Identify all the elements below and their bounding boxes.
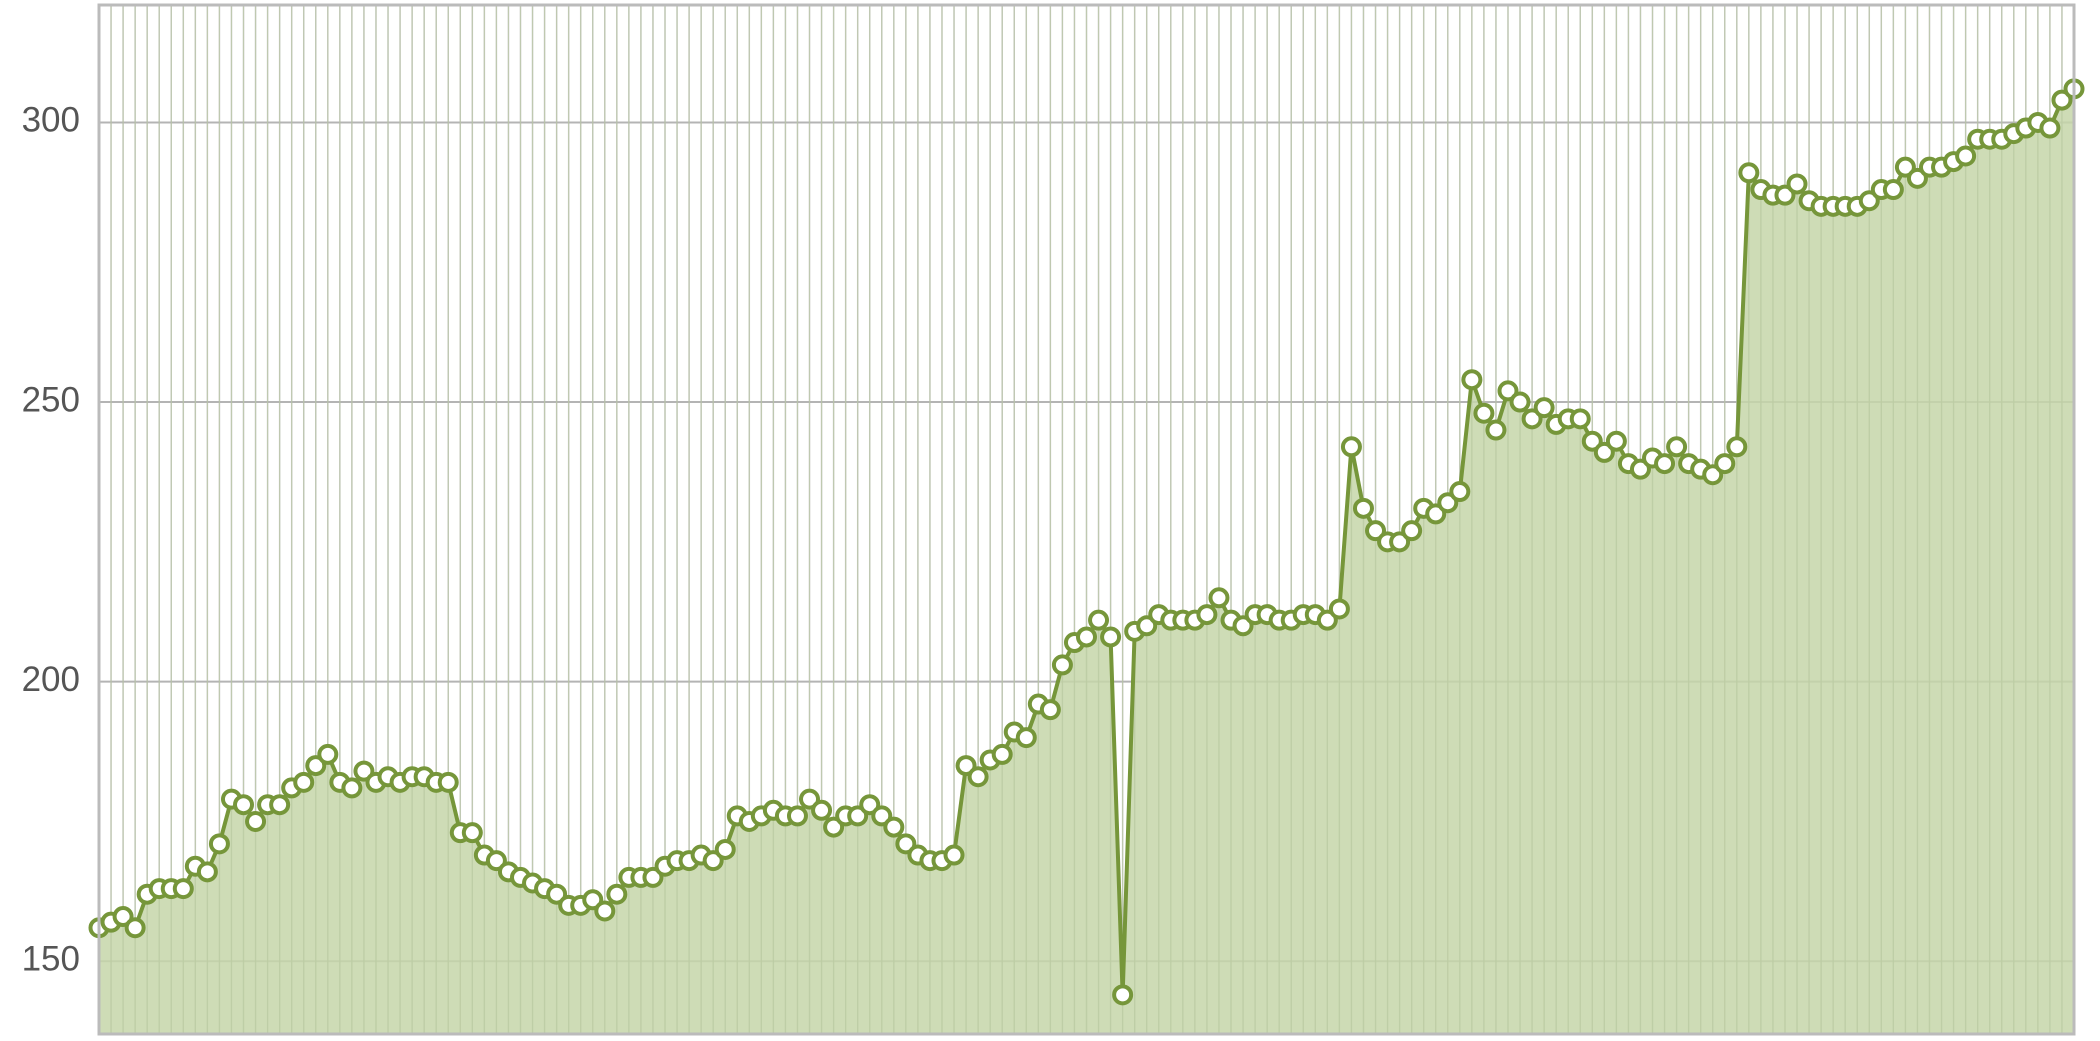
point xyxy=(1352,497,1374,519)
point xyxy=(245,810,267,832)
y-tick-label: 150 xyxy=(22,940,80,979)
y-tick-label: 200 xyxy=(22,660,80,699)
point xyxy=(1088,609,1110,631)
point xyxy=(1473,402,1495,424)
point xyxy=(1882,179,1904,201)
point xyxy=(1461,369,1483,391)
point xyxy=(1955,145,1977,167)
point xyxy=(1786,173,1808,195)
point xyxy=(1401,520,1423,542)
point xyxy=(293,771,315,793)
point xyxy=(606,883,628,905)
point xyxy=(1196,604,1218,626)
y-tick-label: 250 xyxy=(22,380,80,419)
point xyxy=(1328,598,1350,620)
point xyxy=(341,777,363,799)
point xyxy=(172,878,194,900)
point xyxy=(1569,408,1591,430)
point xyxy=(2039,117,2061,139)
point xyxy=(967,766,989,788)
point xyxy=(1340,436,1362,458)
point xyxy=(1039,699,1061,721)
point xyxy=(269,794,291,816)
point xyxy=(1605,430,1627,452)
point xyxy=(196,861,218,883)
point xyxy=(1100,626,1122,648)
point xyxy=(1738,162,1760,184)
point xyxy=(786,805,808,827)
point xyxy=(1726,436,1748,458)
point xyxy=(1449,481,1471,503)
point xyxy=(991,743,1013,765)
point xyxy=(124,917,146,939)
point xyxy=(461,822,483,844)
point xyxy=(1208,587,1230,609)
point xyxy=(594,900,616,922)
point xyxy=(1015,727,1037,749)
point xyxy=(208,833,230,855)
point xyxy=(1112,984,1134,1006)
point xyxy=(1714,453,1736,475)
point xyxy=(437,771,459,793)
point xyxy=(1076,626,1097,648)
point xyxy=(317,743,339,765)
point xyxy=(1533,397,1555,419)
point xyxy=(714,838,736,860)
point xyxy=(811,799,833,821)
point xyxy=(1509,391,1531,413)
y-tick-label: 300 xyxy=(22,101,80,140)
point xyxy=(1654,453,1676,475)
point xyxy=(233,794,255,816)
point xyxy=(1666,436,1688,458)
plot-border xyxy=(97,3,2076,1036)
point xyxy=(1051,654,1073,676)
point xyxy=(883,816,905,838)
point xyxy=(1485,419,1507,441)
point xyxy=(943,844,965,866)
